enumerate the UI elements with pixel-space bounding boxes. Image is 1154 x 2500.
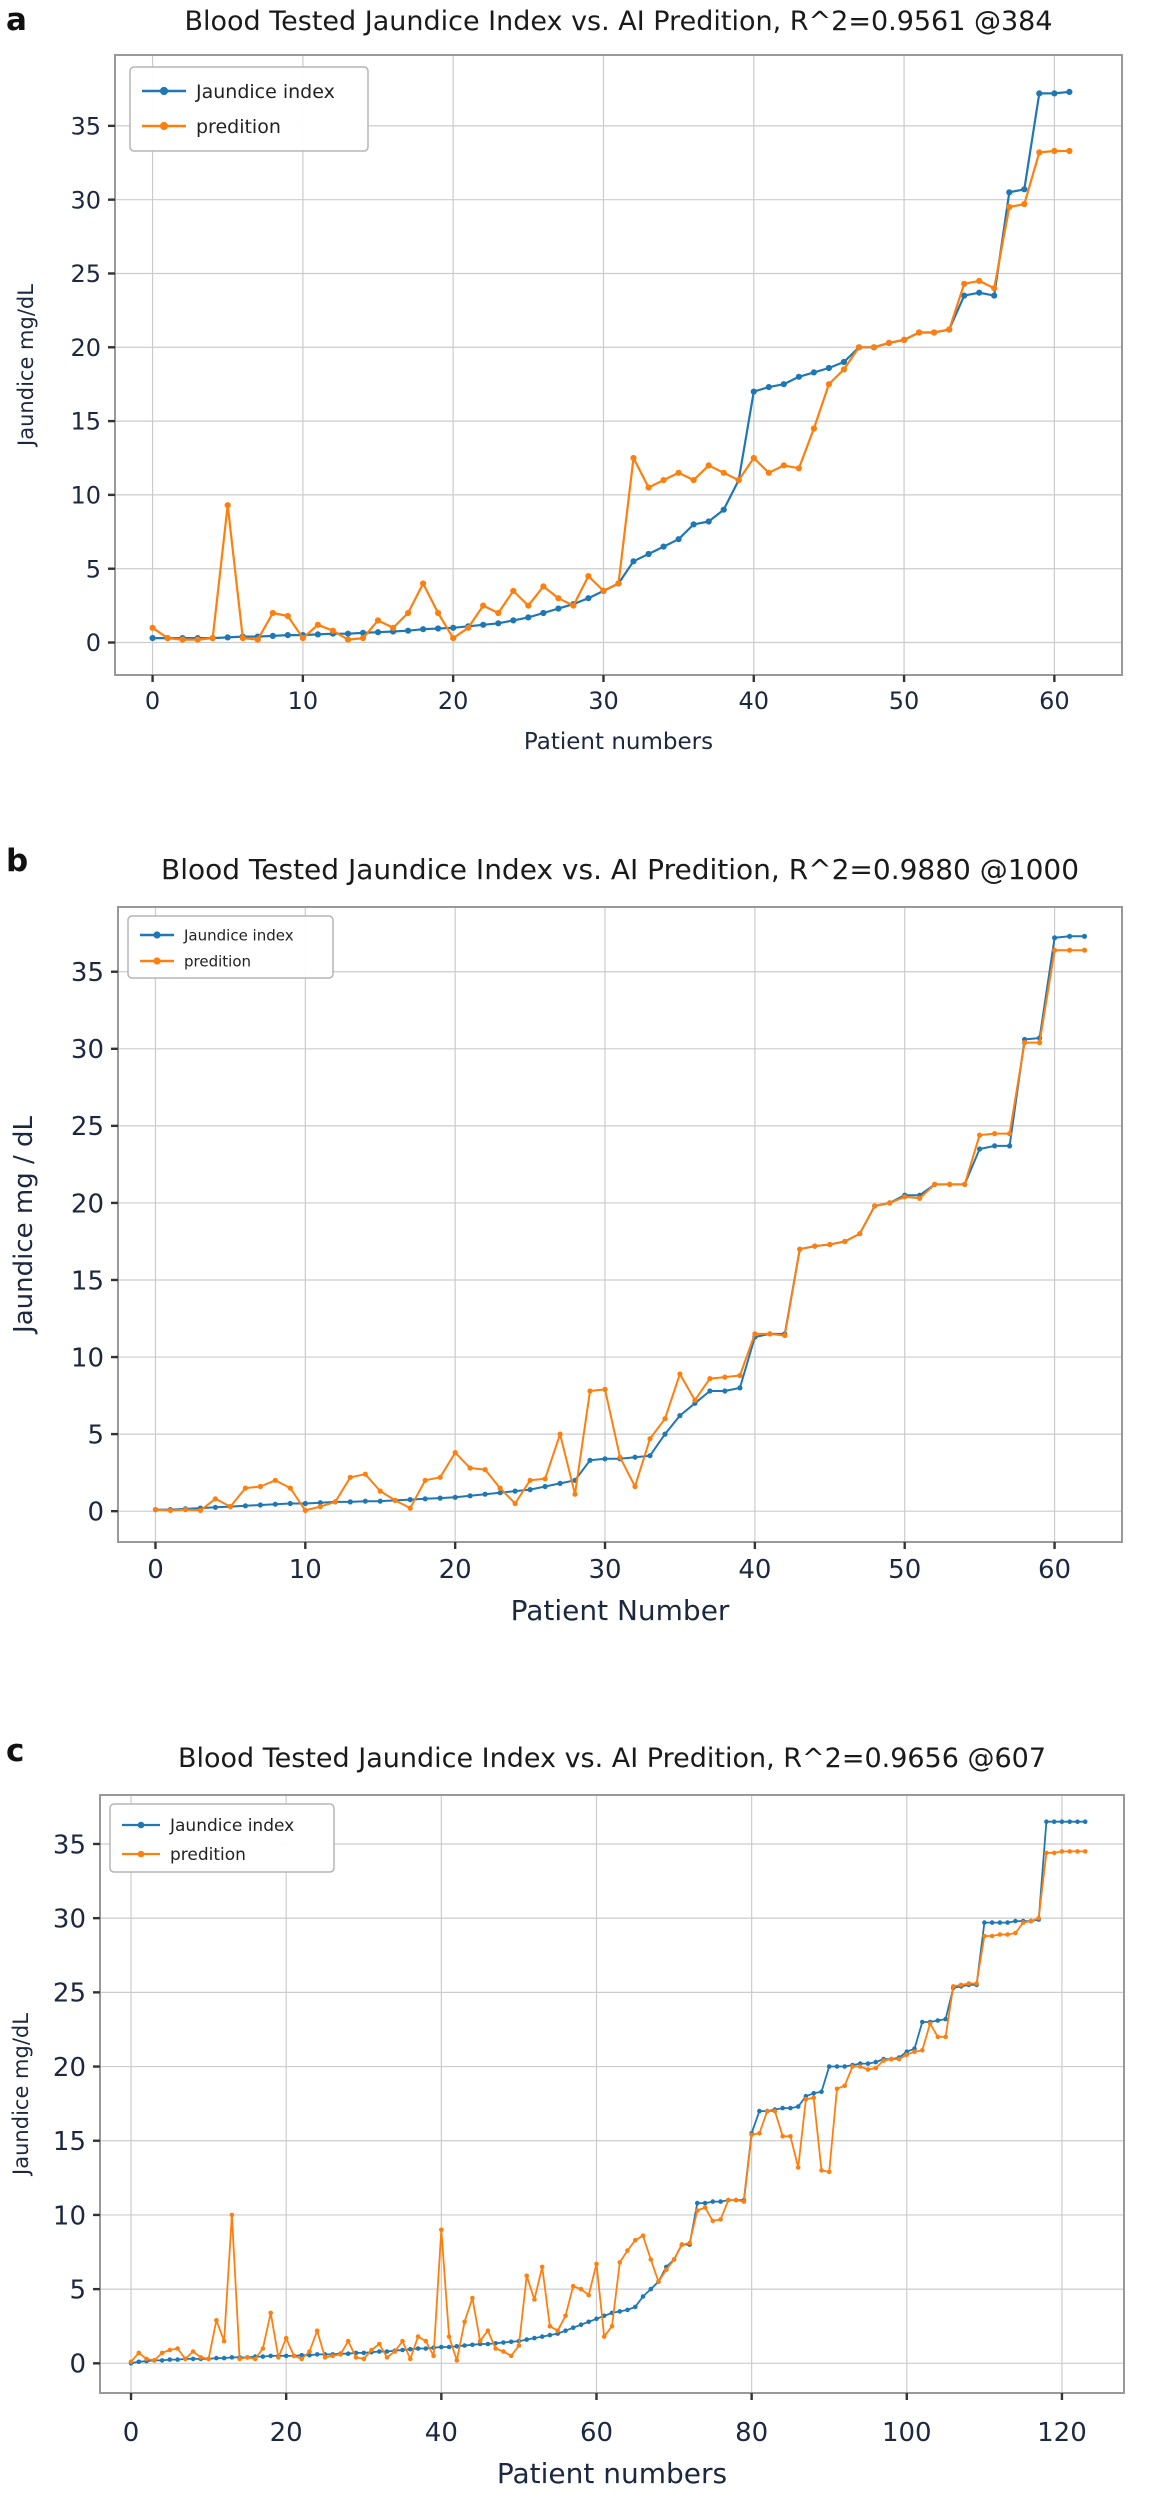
x-tick-label: 10	[289, 1555, 322, 1585]
y-tick-label: 15	[53, 2127, 86, 2157]
series-predition	[152, 947, 1088, 1513]
legend: Jaundice index predition	[129, 66, 369, 152]
x-tick-label: 60	[580, 2418, 613, 2448]
x-axis-label: Patient numbers	[497, 2457, 727, 2490]
legend-label: Jaundice index	[195, 81, 335, 103]
x-tick-label: 60	[1038, 1555, 1071, 1585]
chart-title: Blood Tested Jaundice Index vs. AI Predi…	[161, 853, 1079, 886]
y-tick-label: 30	[71, 1035, 104, 1065]
x-tick-label: 20	[270, 2418, 303, 2448]
panel-a-chart: 0 10 20 30 40 50 60 0 5 10 15 20 25 30 35 Blood Tested …	[0, 0, 1154, 812]
series-predition	[128, 1849, 1088, 2365]
y-tick-label: 15	[71, 1266, 104, 1296]
legend-label: Jaundice index	[183, 926, 294, 944]
series-jaundice-index	[149, 88, 1073, 642]
chart-a-svg: 0 10 20 30 40 50 60 0 5 10 15 20 25 30 35 Blood Tested …	[14, 6, 1123, 755]
y-tick-label: 5	[86, 555, 101, 583]
y-tick-label: 15	[70, 408, 101, 436]
y-tick-label: 25	[53, 1979, 86, 2009]
legend-label: predition	[170, 1845, 246, 1865]
series-predition	[149, 147, 1073, 643]
chart-c-svg: 0 20 40 60 80 100 120 0 5 10 15 20 25 30 35 Blood Teste…	[9, 1743, 1125, 2490]
y-tick-label: 25	[71, 1112, 104, 1142]
panel-c-chart: 0 20 40 60 80 100 120 0 5 10 15 20 25 30 35 Blood Teste…	[0, 1735, 1154, 2500]
x-axis-label: Patient Number	[511, 1594, 730, 1627]
y-axis-label: Jaundice mg/dL	[9, 2013, 33, 2177]
y-tick-label: 0	[86, 629, 101, 657]
y-tick-label: 10	[53, 2201, 86, 2231]
y-tick-label: 25	[70, 260, 101, 288]
panel-label-c: c	[6, 1733, 25, 1769]
grid	[118, 907, 1122, 1542]
x-tick-label: 30	[588, 1555, 621, 1585]
x-tick-label: 30	[588, 687, 619, 715]
axis-ticks: 0 10 20 30 40 50 60 0 5 10 15 20 25 30 35	[70, 112, 1069, 715]
grid	[100, 1795, 1124, 2393]
y-tick-label: 10	[70, 482, 101, 510]
chart-title: Blood Tested Jaundice Index vs. AI Predi…	[178, 1743, 1046, 1774]
x-tick-label: 120	[1037, 2418, 1087, 2448]
legend-label: predition	[184, 952, 251, 970]
x-tick-label: 50	[888, 1555, 921, 1585]
x-tick-label: 0	[147, 1555, 164, 1585]
x-tick-label: 0	[145, 687, 160, 715]
x-tick-label: 80	[735, 2418, 768, 2448]
x-tick-label: 100	[882, 2418, 932, 2448]
y-tick-label: 0	[69, 2350, 86, 2380]
legend-label: predition	[196, 116, 281, 138]
y-tick-label: 35	[70, 112, 101, 140]
y-tick-label: 30	[70, 186, 101, 214]
chart-b-svg: 0 10 20 30 40 50 60 0 5 10 15 20 25 30 35 Blood Tested …	[9, 853, 1123, 1627]
y-axis-label: Jaundice mg / dL	[9, 1116, 39, 1335]
axis-ticks: 0 10 20 30 40 50 60 0 5 10 15 20 25 30 35	[71, 958, 1071, 1585]
panel-label-a: a	[6, 2, 27, 38]
panel-b-chart: 0 10 20 30 40 50 60 0 5 10 15 20 25 30 35 Blood Tested …	[0, 845, 1154, 1663]
y-tick-label: 10	[71, 1343, 104, 1373]
x-tick-label: 50	[889, 687, 920, 715]
x-tick-label: 40	[425, 2418, 458, 2448]
series-jaundice-index	[152, 933, 1088, 1513]
x-tick-label: 40	[738, 687, 769, 715]
x-tick-label: 20	[439, 1555, 472, 1585]
y-tick-label: 20	[70, 334, 101, 362]
y-axis-label: Jaundice mg/dL	[14, 284, 38, 448]
y-tick-label: 30	[53, 1905, 86, 1935]
y-tick-label: 35	[53, 1830, 86, 1860]
x-tick-label: 60	[1039, 687, 1070, 715]
panel-label-b: b	[6, 843, 29, 879]
legend-label: Jaundice index	[169, 1816, 294, 1836]
plot-frame	[99, 1794, 1125, 2394]
y-tick-label: 20	[71, 1189, 104, 1219]
y-tick-label: 20	[53, 2053, 86, 2083]
legend: Jaundice index predition	[127, 915, 334, 979]
x-axis-label: Patient numbers	[524, 729, 713, 755]
x-tick-label: 40	[738, 1555, 771, 1585]
plot-frame	[117, 906, 1123, 1543]
y-tick-label: 5	[87, 1420, 104, 1450]
legend: Jaundice index predition	[109, 1803, 335, 1873]
series-jaundice-index	[128, 1819, 1088, 2366]
y-tick-label: 35	[71, 958, 104, 988]
axis-ticks: 0 20 40 60 80 100 120 0 5 10 15 20 25 30 35	[53, 1830, 1087, 2448]
x-tick-label: 0	[123, 2418, 140, 2448]
x-tick-label: 20	[438, 687, 469, 715]
x-tick-label: 10	[288, 687, 319, 715]
grid	[115, 55, 1122, 675]
y-tick-label: 0	[87, 1498, 104, 1528]
y-tick-label: 5	[69, 2275, 86, 2305]
plot-frame	[114, 54, 1123, 676]
chart-title: Blood Tested Jaundice Index vs. AI Predi…	[184, 6, 1052, 37]
